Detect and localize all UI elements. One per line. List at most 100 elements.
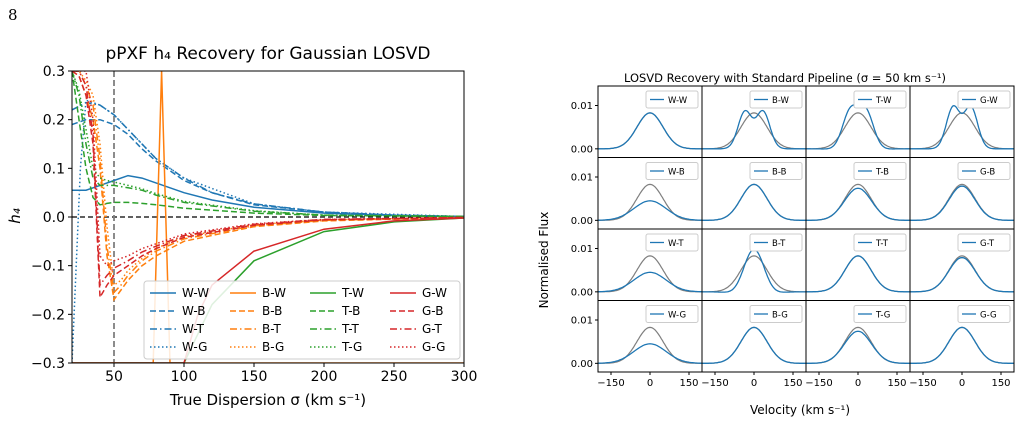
legend-label-t-t: T-T [341, 322, 359, 336]
panel-legend-box [853, 162, 907, 180]
series-line-g-g [72, 71, 464, 267]
x-tick-label: 0 [959, 378, 965, 389]
legend-label-b-t: B-T [262, 322, 281, 336]
x-tick-label: 50 [105, 369, 123, 385]
panel-legend-box [957, 90, 1011, 109]
series-line-b-b [72, 71, 464, 302]
true-profile-line [910, 255, 1014, 293]
panel-g-t: G-T [909, 228, 1015, 301]
true-profile-line [702, 255, 806, 293]
legend-label-w-g: W-G [182, 340, 207, 354]
y-tick-label: −0.1 [31, 259, 65, 275]
left-x-axis-label: True Dispersion σ (km s⁻¹) [169, 391, 366, 409]
recovered-profile-line [598, 271, 702, 293]
panel-legend-box [749, 305, 803, 323]
panel-t-w: T-W [805, 85, 911, 158]
series-line-w-b [72, 118, 464, 218]
right-panel-grid: W-W 0.00 0.01 B-W T-W G-W W-B 0.00 0.01 B-B T-B G-B… [571, 85, 1015, 389]
legend-label-g-b: G-B [422, 304, 443, 318]
x-tick-label: 200 [311, 369, 338, 385]
series-line-w-g [72, 99, 464, 363]
x-tick-label: 150 [679, 378, 698, 389]
series-line-w-t [72, 101, 464, 218]
series-line-b-w [72, 71, 464, 363]
legend-label-b-w: B-W [262, 286, 286, 300]
panel-t-b: T-B [805, 157, 911, 230]
recovered-profile-line [806, 187, 910, 221]
series-line-t-t [72, 71, 464, 218]
recovered-profile-line [598, 112, 702, 150]
panel-legend-box [853, 233, 907, 252]
left-chart: pPXF h₄ Recovery for Gaussian LOSVD True… [6, 44, 477, 409]
panel-legend-label: T-B [875, 168, 889, 178]
y-tick-label: −0.3 [31, 356, 65, 372]
panel-legend-box [645, 162, 699, 180]
recovered-profile-line [910, 256, 1014, 293]
y-tick-label: 0.01 [571, 173, 593, 184]
panel-b-w: B-W [701, 85, 807, 158]
panel-legend-label: G-G [980, 311, 997, 321]
true-profile-line [910, 183, 1014, 221]
true-profile-line [598, 326, 702, 364]
series-line-b-g [72, 71, 464, 287]
panel-w-b: W-B 0.00 0.01 [571, 157, 703, 230]
panel-legend-box [957, 162, 1011, 180]
panel-legend-label: T-T [875, 239, 889, 249]
recovered-profile-line [806, 104, 910, 150]
true-profile-line [598, 112, 702, 150]
series-line-t-g [72, 71, 464, 218]
true-profile-line [806, 112, 910, 150]
left-y-axis-label: h₄ [6, 208, 24, 224]
x-tick-label: 0 [751, 378, 757, 389]
recovered-profile-line [910, 105, 1014, 150]
left-plot-area: 50 100 150 200 250 300 −0.3 −0.2 −0.1 0.0 0.1 0.2 0.… [31, 64, 477, 385]
recovered-profile-line [598, 200, 702, 221]
true-profile-line [598, 255, 702, 293]
recovered-profile-line [598, 343, 702, 364]
panel-legend-label: G-T [980, 239, 995, 249]
y-tick-label: 0.00 [571, 144, 593, 155]
legend-label-w-t: W-T [182, 322, 205, 336]
recovered-profile-line [910, 326, 1014, 364]
panel-legend-label: G-B [980, 168, 995, 178]
x-tick-label: 100 [171, 369, 198, 385]
panel-legend-box [853, 305, 907, 323]
panel-w-g: W-G 0.00 0.01 −150 0 150 [571, 300, 703, 389]
x-tick-label: −150 [909, 378, 936, 389]
y-tick-label: 0.00 [571, 287, 593, 298]
left-series-group [72, 71, 464, 363]
panel-w-t: W-T 0.00 0.01 [571, 228, 703, 301]
x-tick-label: 150 [241, 369, 268, 385]
right-y-axis-label: Normalised Flux [537, 212, 551, 309]
panel-legend-box [957, 305, 1011, 323]
panel-legend-label: T-W [875, 96, 892, 106]
legend-label-g-w: G-W [422, 286, 447, 300]
true-profile-line [806, 255, 910, 293]
panel-t-t: T-T [805, 228, 911, 301]
true-profile-line [806, 326, 910, 364]
panel-legend-box [749, 90, 803, 109]
panel-g-b: G-B [909, 157, 1015, 230]
true-profile-line [598, 183, 702, 221]
right-x-axis-label: Velocity (km s⁻¹) [750, 403, 850, 417]
x-tick-label: 0 [855, 378, 861, 389]
recovered-profile-line [806, 330, 910, 364]
panel-legend-label: B-B [772, 168, 787, 178]
legend-label-b-b: B-B [262, 304, 282, 318]
recovered-profile-line [910, 185, 1014, 221]
y-tick-label: 0.00 [571, 359, 593, 370]
panel-legend-label: W-G [668, 311, 686, 321]
recovered-profile-line [702, 326, 806, 364]
panel-legend-box [645, 305, 699, 323]
panel-legend-box [957, 233, 1011, 252]
panel-legend-label: T-G [875, 311, 890, 321]
x-tick-label: −150 [597, 378, 624, 389]
panel-legend-label: W-T [668, 239, 684, 249]
panel-legend-label: G-W [980, 96, 998, 106]
panel-legend-label: B-W [772, 96, 790, 106]
y-tick-label: 0.01 [571, 101, 593, 112]
y-tick-label: −0.2 [31, 307, 65, 323]
y-tick-label: 0.01 [571, 316, 593, 327]
series-line-b-t [72, 71, 464, 295]
